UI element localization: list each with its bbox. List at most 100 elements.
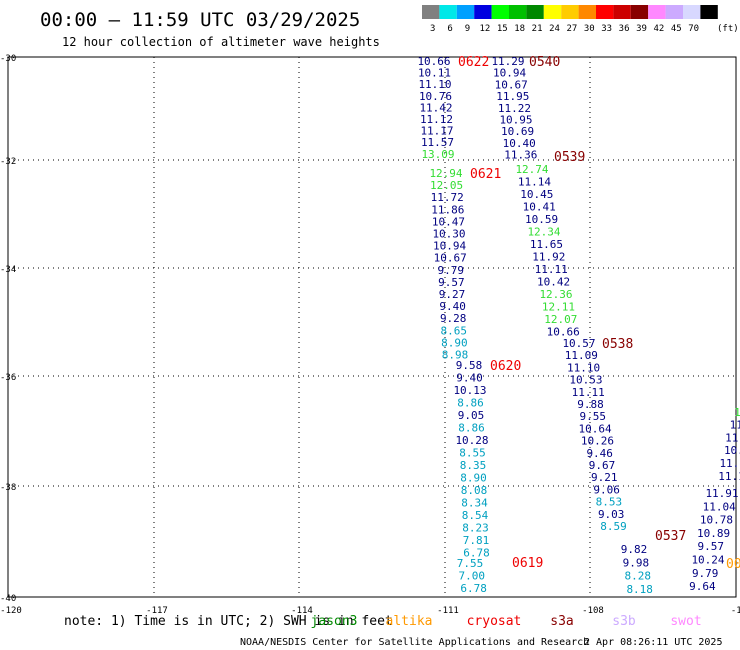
legend-label: 12 <box>479 24 490 34</box>
swh-value: 8.90 <box>441 336 468 349</box>
legend-swatch <box>456 5 475 19</box>
swh-value: 11.22 <box>498 102 531 115</box>
swh-value: 8.55 <box>459 447 486 460</box>
satellite-track: 9.829.988.288.18 0537 <box>621 529 687 596</box>
legend-label: 15 <box>497 24 508 34</box>
lon-label: -108 <box>582 606 604 616</box>
swh-value: 8.86 <box>457 397 484 410</box>
swh-value: 10.89 <box>697 527 730 540</box>
map-title: 00:00 – 11:59 UTC 03/29/2025 <box>40 9 360 31</box>
swh-value: 10.95 <box>499 114 532 127</box>
axis-labels: -30 -32 -34 -36 -38 -40 -120 -117 -114 -111 -108 -1… <box>0 54 740 616</box>
swh-value: 12.36 <box>539 288 572 301</box>
legend-label: 21 <box>532 24 543 34</box>
satellite-track: 10.5711.0911.1010.5311.119.889.5510.6410… <box>562 337 633 533</box>
swh-value: 8.65 <box>441 324 468 337</box>
pass-time-label: 0619 <box>512 556 543 571</box>
swh-value: 8.54 <box>462 509 489 522</box>
swh-value: 11.86 <box>719 457 740 470</box>
swh-value: 11.91 <box>705 487 738 500</box>
swh-value: 11.09 <box>565 349 598 362</box>
swh-value: 7.00 <box>459 570 486 583</box>
legend-label: 42 <box>653 24 664 34</box>
swh-value: 10.78 <box>700 514 733 527</box>
swh-value: 10.45 <box>520 188 553 201</box>
satellite-track: 11.2910.9410.6711.9511.2210.9510.6910.40… <box>491 55 560 162</box>
map-subtitle: 12 hour collection of altimeter wave hei… <box>62 35 380 49</box>
swh-value: 10.69 <box>501 125 534 138</box>
swh-value: 12.94 <box>429 167 462 180</box>
lon-label: -117 <box>146 606 168 616</box>
swh-value: 10.47 <box>432 215 465 228</box>
satellite-track: 7.557.006.78 0619 <box>457 556 544 595</box>
satellite-track: 12.7411.1410.4510.4110.5912.3411.6511.92… <box>515 150 585 339</box>
swh-value: 8.98 <box>442 349 469 362</box>
swh-value: 10.64 <box>579 422 612 435</box>
swh-value: 9.28 <box>440 312 467 325</box>
lat-label: -30 <box>0 54 16 64</box>
swh-value: 9.40 <box>439 300 466 313</box>
swh-value: 8.18 <box>626 583 653 596</box>
legend-label: 27 <box>566 24 577 34</box>
legend-swatch <box>422 5 440 19</box>
swh-value: 12.07 <box>544 313 577 326</box>
lat-label: -32 <box>0 157 16 167</box>
swh-value: 9.79 <box>438 264 465 277</box>
satellite-name: s3b <box>612 614 636 629</box>
legend-label: 33 <box>601 24 612 34</box>
swh-value: 8.35 <box>460 459 487 472</box>
legend-swatch <box>648 5 666 19</box>
swh-value: 7.55 <box>457 557 484 570</box>
swh-value: 10.57 <box>562 337 595 350</box>
swh-value: 9.21 <box>591 471 618 484</box>
legend-swatch <box>665 5 683 19</box>
legend-swatch <box>474 5 492 19</box>
swh-value: 11.14 <box>518 176 551 189</box>
color-legend: 3 6 9 12 15 18 21 24 27 30 33 36 39 42 45 70 (ft) <box>422 5 739 34</box>
swh-value: 9.57 <box>438 276 465 289</box>
pass-time-label: 00 <box>726 557 740 572</box>
swh-value: 10.76 <box>419 90 452 103</box>
swh-value: 12.74 <box>515 163 548 176</box>
pass-time-label: 0539 <box>554 150 585 165</box>
swh-value: 12.11 <box>542 301 575 314</box>
legend-label: 36 <box>619 24 630 34</box>
lat-label: -40 <box>0 594 16 604</box>
lon-label: -114 <box>291 606 313 616</box>
footer-timestamp: 2 Apr 08:26:11 UTC 2025 <box>584 637 722 648</box>
satellite-key: jason3 altika cryosat s3a s3b swot <box>311 614 702 629</box>
swh-value: 11.29 <box>491 55 524 68</box>
swh-value: 11.04 <box>703 500 736 513</box>
swh-value: 11.95 <box>496 90 529 103</box>
pass-time-label: 0540 <box>529 55 560 70</box>
swh-value: 11.10 <box>567 361 600 374</box>
swh-value: 10.42 <box>537 276 570 289</box>
swh-value: 11.10 <box>418 78 451 91</box>
legend-swatch <box>491 5 509 19</box>
pass-time-label: 0620 <box>490 359 521 374</box>
satellite-name: altika <box>386 614 433 629</box>
swh-value: 11.36 <box>504 149 537 162</box>
satellite-track: 12.9412.0511.7211.8610.4710.3010.9410.67… <box>429 167 501 362</box>
swh-value: 10.59 <box>525 213 558 226</box>
swh-value: 10.40 <box>503 137 536 150</box>
swh-value: 6.78 <box>460 582 487 595</box>
pass-time-label: 0621 <box>470 167 501 182</box>
swh-value: 9.82 <box>621 543 648 556</box>
lat-label: -38 <box>0 483 16 493</box>
swh-value: 10.66 <box>417 55 450 68</box>
legend-label: 30 <box>584 24 595 34</box>
satellite-name: jason3 <box>311 614 358 629</box>
legend-swatch <box>630 5 649 19</box>
swh-value: 10.41 <box>523 201 556 214</box>
swh-value: 11.11 <box>535 263 568 276</box>
legend-swatch <box>543 5 562 19</box>
swh-value: 8.59 <box>600 520 627 533</box>
swh-value: 7.81 <box>463 534 490 547</box>
swh-value: 8.08 <box>461 484 488 497</box>
legend-label: 6 <box>447 24 452 34</box>
legend-label: 18 <box>514 24 525 34</box>
legend-label: 24 <box>549 24 560 34</box>
swh-value: 11.72 <box>431 191 464 204</box>
